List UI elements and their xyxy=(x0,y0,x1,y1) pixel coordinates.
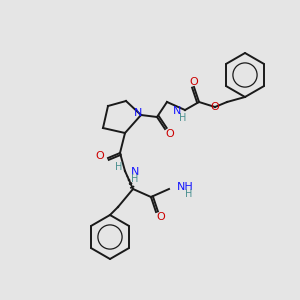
Text: O: O xyxy=(190,77,198,87)
Text: N: N xyxy=(134,108,142,118)
Text: NH: NH xyxy=(177,182,194,192)
Text: H: H xyxy=(115,162,123,172)
Text: O: O xyxy=(157,212,165,222)
Text: O: O xyxy=(166,129,174,139)
Text: H: H xyxy=(185,189,193,199)
Text: H: H xyxy=(131,174,139,184)
Text: H: H xyxy=(179,113,187,123)
Text: N: N xyxy=(131,167,140,177)
Text: O: O xyxy=(96,151,104,161)
Text: N: N xyxy=(172,106,181,116)
Text: O: O xyxy=(211,102,219,112)
